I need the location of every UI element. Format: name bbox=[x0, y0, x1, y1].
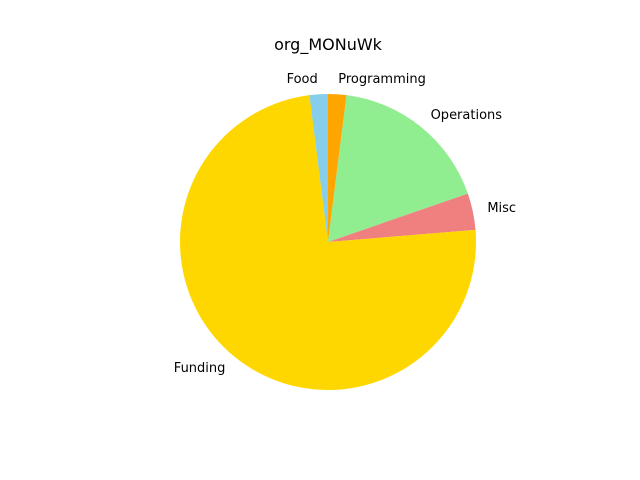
slice-label-operations: Operations bbox=[431, 108, 503, 123]
pie-slice-misc bbox=[328, 193, 476, 242]
chart-title: org_MONuWk bbox=[274, 35, 383, 55]
pie-slice-funding bbox=[180, 95, 477, 391]
pie-slices bbox=[180, 94, 477, 391]
pie-slice-food bbox=[309, 94, 328, 242]
slice-label-programming: Programming bbox=[338, 72, 426, 87]
pie-labels: Programming Operations Misc Funding Food bbox=[174, 72, 516, 376]
slice-label-misc: Misc bbox=[487, 201, 516, 216]
pie-slice-programming bbox=[328, 94, 347, 242]
slice-label-food: Food bbox=[287, 72, 318, 87]
slice-label-funding: Funding bbox=[174, 361, 226, 376]
pie-slice-operations bbox=[328, 95, 468, 242]
